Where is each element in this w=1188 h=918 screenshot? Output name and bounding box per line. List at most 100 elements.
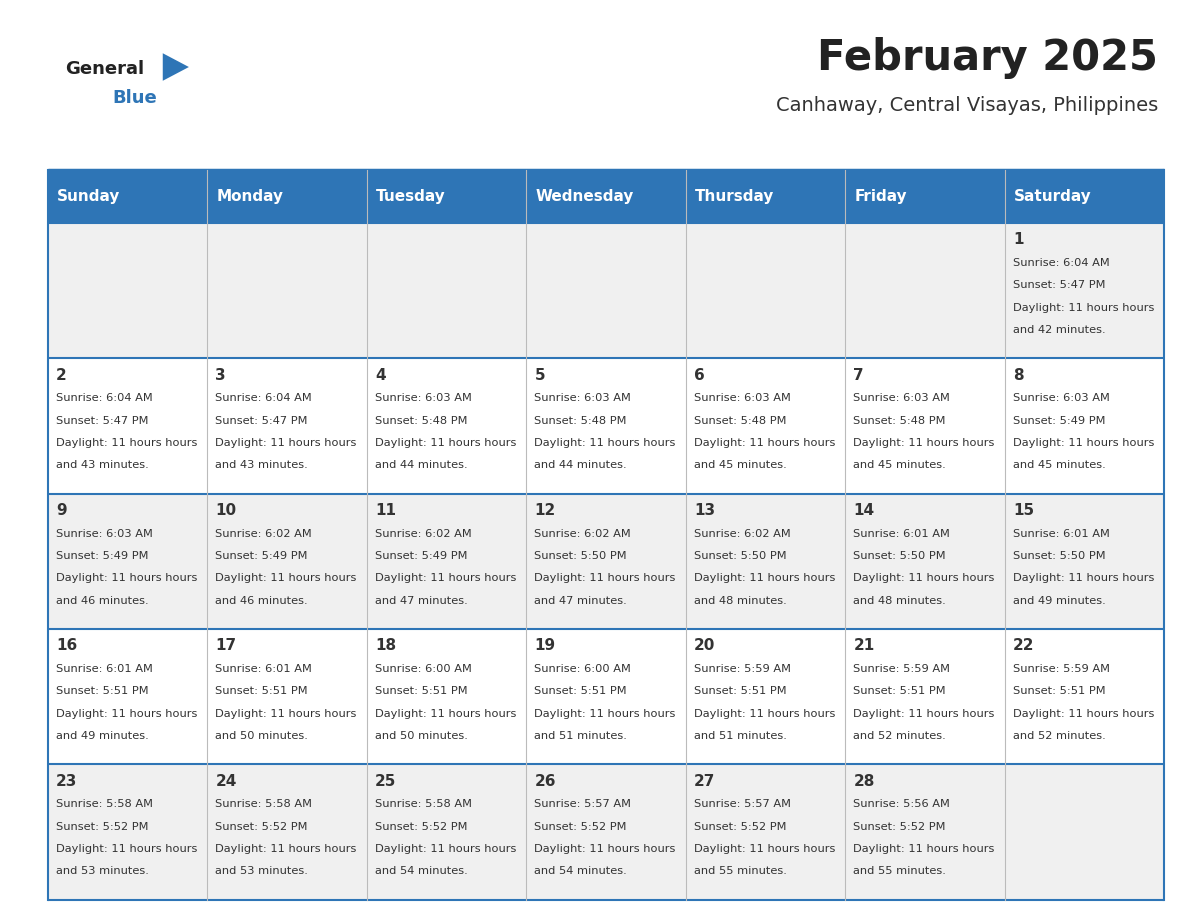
Text: and 45 minutes.: and 45 minutes. [1013,460,1106,470]
Text: Friday: Friday [854,189,908,204]
Text: Daylight: 11 hours hours: Daylight: 11 hours hours [853,844,994,854]
Text: Sunset: 5:51 PM: Sunset: 5:51 PM [853,687,946,696]
Text: Sunrise: 5:58 AM: Sunrise: 5:58 AM [56,800,153,809]
Text: Daylight: 11 hours hours: Daylight: 11 hours hours [535,709,676,719]
Text: Daylight: 11 hours hours: Daylight: 11 hours hours [215,844,356,854]
Text: Daylight: 11 hours hours: Daylight: 11 hours hours [694,844,835,854]
Text: 1: 1 [1013,232,1024,247]
Text: Daylight: 11 hours hours: Daylight: 11 hours hours [375,844,517,854]
Text: 21: 21 [853,638,874,654]
Text: Daylight: 11 hours hours: Daylight: 11 hours hours [215,709,356,719]
Text: Sunrise: 6:03 AM: Sunrise: 6:03 AM [375,393,472,403]
Text: and 45 minutes.: and 45 minutes. [853,460,947,470]
Text: Sunrise: 5:58 AM: Sunrise: 5:58 AM [375,800,472,809]
Text: Sunrise: 6:04 AM: Sunrise: 6:04 AM [56,393,152,403]
Text: Sunset: 5:52 PM: Sunset: 5:52 PM [694,822,786,832]
Text: Sunrise: 6:03 AM: Sunrise: 6:03 AM [694,393,791,403]
Text: and 44 minutes.: and 44 minutes. [535,460,627,470]
Text: Sunrise: 5:57 AM: Sunrise: 5:57 AM [535,800,632,809]
Text: Sunset: 5:52 PM: Sunset: 5:52 PM [853,822,946,832]
Text: Daylight: 11 hours hours: Daylight: 11 hours hours [56,438,197,448]
Text: and 47 minutes.: and 47 minutes. [535,596,627,606]
Text: Sunrise: 5:59 AM: Sunrise: 5:59 AM [853,664,950,674]
Text: Sunset: 5:52 PM: Sunset: 5:52 PM [535,822,627,832]
Text: Sunrise: 6:02 AM: Sunrise: 6:02 AM [215,529,312,539]
Text: Daylight: 11 hours hours: Daylight: 11 hours hours [535,438,676,448]
Text: 16: 16 [56,638,77,654]
Text: Sunset: 5:51 PM: Sunset: 5:51 PM [535,687,627,696]
Text: and 53 minutes.: and 53 minutes. [56,867,148,876]
FancyBboxPatch shape [48,358,1164,494]
Text: Sunrise: 6:01 AM: Sunrise: 6:01 AM [1013,529,1110,539]
Text: Monday: Monday [216,189,284,204]
Text: 10: 10 [215,503,236,518]
Text: Sunset: 5:48 PM: Sunset: 5:48 PM [375,416,467,426]
Text: Sunset: 5:49 PM: Sunset: 5:49 PM [215,551,308,561]
Text: Daylight: 11 hours hours: Daylight: 11 hours hours [535,844,676,854]
FancyBboxPatch shape [48,494,1164,629]
Text: and 53 minutes.: and 53 minutes. [215,867,308,876]
Text: Sunset: 5:48 PM: Sunset: 5:48 PM [853,416,946,426]
Text: Sunset: 5:47 PM: Sunset: 5:47 PM [1013,280,1106,290]
Text: Sunrise: 5:58 AM: Sunrise: 5:58 AM [215,800,312,809]
Text: and 55 minutes.: and 55 minutes. [853,867,947,876]
Text: February 2025: February 2025 [817,37,1158,79]
Text: Daylight: 11 hours hours: Daylight: 11 hours hours [375,438,517,448]
Text: 18: 18 [375,638,396,654]
Text: 24: 24 [215,774,236,789]
Text: Sunset: 5:48 PM: Sunset: 5:48 PM [694,416,786,426]
Text: Sunset: 5:50 PM: Sunset: 5:50 PM [1013,551,1106,561]
Text: Sunrise: 6:02 AM: Sunrise: 6:02 AM [535,529,631,539]
Text: and 43 minutes.: and 43 minutes. [215,460,308,470]
Text: Sunset: 5:51 PM: Sunset: 5:51 PM [56,687,148,696]
Text: 14: 14 [853,503,874,518]
Text: Daylight: 11 hours hours: Daylight: 11 hours hours [1013,573,1155,583]
Text: Daylight: 11 hours hours: Daylight: 11 hours hours [56,573,197,583]
Text: Sunset: 5:50 PM: Sunset: 5:50 PM [853,551,946,561]
Text: and 51 minutes.: and 51 minutes. [694,731,786,741]
Text: Thursday: Thursday [695,189,775,204]
Text: Sunrise: 5:59 AM: Sunrise: 5:59 AM [1013,664,1110,674]
Text: and 42 minutes.: and 42 minutes. [1013,325,1106,335]
Text: Sunrise: 6:03 AM: Sunrise: 6:03 AM [853,393,950,403]
Text: Daylight: 11 hours hours: Daylight: 11 hours hours [694,438,835,448]
Text: Sunset: 5:49 PM: Sunset: 5:49 PM [1013,416,1106,426]
Text: Sunrise: 6:02 AM: Sunrise: 6:02 AM [694,529,791,539]
Text: 4: 4 [375,367,386,383]
Text: 15: 15 [1013,503,1034,518]
Text: and 46 minutes.: and 46 minutes. [215,596,308,606]
Text: Daylight: 11 hours hours: Daylight: 11 hours hours [853,709,994,719]
Text: Sunrise: 6:03 AM: Sunrise: 6:03 AM [1013,393,1110,403]
Text: 20: 20 [694,638,715,654]
Text: Daylight: 11 hours hours: Daylight: 11 hours hours [1013,709,1155,719]
Text: Sunset: 5:47 PM: Sunset: 5:47 PM [215,416,308,426]
Text: 8: 8 [1013,367,1024,383]
Text: Sunset: 5:52 PM: Sunset: 5:52 PM [215,822,308,832]
Text: 17: 17 [215,638,236,654]
Text: General: General [65,60,145,78]
FancyBboxPatch shape [48,765,1164,900]
Text: Sunset: 5:51 PM: Sunset: 5:51 PM [215,687,308,696]
Text: Daylight: 11 hours hours: Daylight: 11 hours hours [694,709,835,719]
Text: and 47 minutes.: and 47 minutes. [375,596,468,606]
Text: Daylight: 11 hours hours: Daylight: 11 hours hours [375,709,517,719]
Text: and 55 minutes.: and 55 minutes. [694,867,786,876]
Text: Sunrise: 6:04 AM: Sunrise: 6:04 AM [1013,258,1110,268]
FancyBboxPatch shape [48,223,1164,358]
Text: Sunset: 5:47 PM: Sunset: 5:47 PM [56,416,148,426]
Text: Sunrise: 5:57 AM: Sunrise: 5:57 AM [694,800,791,809]
Text: Sunset: 5:49 PM: Sunset: 5:49 PM [375,551,467,561]
Text: and 46 minutes.: and 46 minutes. [56,596,148,606]
Text: and 54 minutes.: and 54 minutes. [375,867,468,876]
Text: Daylight: 11 hours hours: Daylight: 11 hours hours [1013,303,1155,313]
Text: 22: 22 [1013,638,1035,654]
Text: 26: 26 [535,774,556,789]
Text: Sunset: 5:52 PM: Sunset: 5:52 PM [375,822,467,832]
Text: Blue: Blue [113,89,158,107]
Text: Sunrise: 6:01 AM: Sunrise: 6:01 AM [56,664,153,674]
Text: Sunset: 5:52 PM: Sunset: 5:52 PM [56,822,148,832]
Text: 12: 12 [535,503,556,518]
Text: Daylight: 11 hours hours: Daylight: 11 hours hours [56,844,197,854]
Text: 23: 23 [56,774,77,789]
Text: Saturday: Saturday [1015,189,1092,204]
